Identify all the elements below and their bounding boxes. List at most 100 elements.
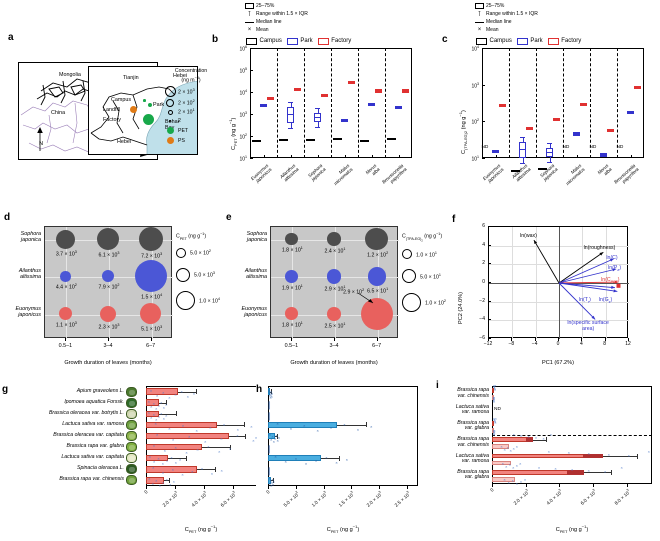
x-tick-mark	[511, 338, 513, 341]
data-point: ×	[152, 465, 155, 471]
x-tick-label: 6.0 × 103	[220, 490, 237, 509]
data-point: ×	[494, 383, 497, 389]
campus-label: Campus	[489, 38, 512, 45]
bubble-value-label: 1.2 × 102	[367, 251, 389, 260]
bubble-marker	[134, 260, 167, 293]
data-point: ×	[493, 418, 497, 424]
boxplot-glyph	[314, 108, 321, 129]
x-tick-mark	[626, 484, 628, 487]
data-point: ×	[154, 420, 157, 426]
legend-label-quartile: 25–75%	[256, 3, 275, 9]
legend-item-median: Median line	[473, 18, 538, 26]
nd-label: ND	[589, 145, 597, 150]
panel-e-legend: C(TPA-EG)2 (ng g−1) 1.0 × 101 5.0 × 101 1.0…	[402, 232, 448, 316]
data-point: ×	[493, 416, 496, 422]
boxplot-glyph	[321, 93, 329, 97]
bubble-column-label: 6–7	[372, 343, 382, 349]
bubble-marker	[360, 297, 393, 330]
y-tick-label: 102	[239, 133, 247, 141]
data-point: ×	[492, 383, 496, 389]
map-site-marker-landfill	[130, 106, 138, 114]
panel-h-x-axis-label: CPET (ng g−1)	[326, 524, 360, 534]
data-point: ×	[204, 439, 207, 444]
data-point: ×	[250, 423, 253, 429]
vegetable-icon-highlight	[129, 478, 135, 484]
boxplot-glyph	[607, 129, 615, 133]
map-legend-row: 2 × 102	[162, 98, 220, 108]
legend-exp-1: 2	[192, 98, 195, 103]
bar	[146, 388, 178, 395]
bubble-marker	[55, 229, 75, 249]
x-tick-mark	[268, 486, 269, 489]
vegetable-icon	[126, 431, 137, 441]
data-point: ×	[162, 389, 165, 395]
y-tick-mark	[250, 92, 253, 93]
data-point: ×	[185, 450, 188, 456]
bubble-marker	[285, 232, 298, 246]
y-label-main: C	[230, 145, 237, 150]
data-point: ×	[207, 444, 210, 450]
data-point: ×	[268, 468, 271, 474]
y-label-sub-wrap: (TPA-EG)2	[463, 131, 468, 150]
data-point: ×	[603, 468, 607, 474]
y-label-sub2: 2	[462, 130, 468, 134]
data-point: ×	[492, 396, 495, 402]
pet-label: PET	[178, 127, 189, 134]
map-legend-row-pet: PET	[162, 126, 220, 136]
error-bar-cap	[366, 422, 368, 428]
error-bar-cap	[165, 400, 167, 406]
data-point: ×	[627, 452, 630, 458]
boxplot-glyph	[526, 127, 534, 131]
bar	[146, 477, 165, 484]
gridline-vertical	[109, 227, 110, 339]
panel-h-plot-area	[268, 386, 418, 486]
bubble-legend-title: CPET (ng g−1)	[176, 232, 207, 241]
box-body	[278, 139, 288, 142]
gridline-vertical	[66, 227, 68, 339]
data-point: ×	[178, 457, 182, 463]
x-tick-mark	[581, 338, 583, 341]
campus-swatch	[476, 38, 487, 45]
y-tick-label: 2	[482, 260, 485, 267]
median-line	[546, 152, 553, 154]
y-tick-label: 101	[471, 155, 479, 163]
factory-swatch	[317, 38, 329, 45]
data-point: ×	[268, 469, 271, 475]
error-bar-cap	[195, 389, 197, 395]
map-legend-row: 2 × 103	[162, 86, 220, 98]
outer-leaves-bar-dark	[525, 437, 534, 443]
boxplot-glyph	[368, 102, 375, 107]
map-legend-title-line2: (ng m	[181, 77, 195, 84]
data-point: ×	[268, 400, 271, 406]
vegetable-label: Apium graveolens L.	[76, 387, 124, 394]
data-point: ×	[268, 405, 271, 411]
data-point: ×	[268, 446, 271, 452]
error-bar	[533, 439, 546, 441]
bar	[146, 410, 160, 417]
x-label-unit: (ng g	[567, 526, 582, 533]
data-point: ×	[195, 427, 198, 433]
x-tick-mark	[398, 155, 400, 158]
legend-size-2: 2 × 10	[178, 110, 193, 117]
data-point: ×	[607, 451, 610, 457]
data-point: ×	[268, 415, 271, 421]
pca-vector-label: ln(wax)	[520, 232, 537, 239]
vegetable-label: Brassica oleracea var. capitata	[53, 432, 124, 438]
error-bar-cap	[243, 422, 245, 428]
data-point: ×	[236, 433, 239, 438]
data-point: ×	[149, 387, 153, 393]
bubble-marker	[327, 232, 341, 246]
legend-item-median: Median line	[243, 18, 308, 26]
whisker-upper	[549, 143, 551, 149]
legend-size-3: 2	[178, 117, 181, 124]
y-label-sup: −1	[228, 119, 233, 125]
data-point: ×	[158, 483, 161, 489]
data-point: ×	[268, 447, 271, 453]
data-point: ×	[277, 435, 281, 440]
y-label-main: C	[460, 149, 467, 154]
box-body	[573, 132, 580, 136]
box-body	[386, 138, 396, 141]
data-point: ×	[493, 386, 496, 392]
data-point: ×	[519, 460, 522, 466]
map-site-marker-factory	[143, 114, 154, 125]
